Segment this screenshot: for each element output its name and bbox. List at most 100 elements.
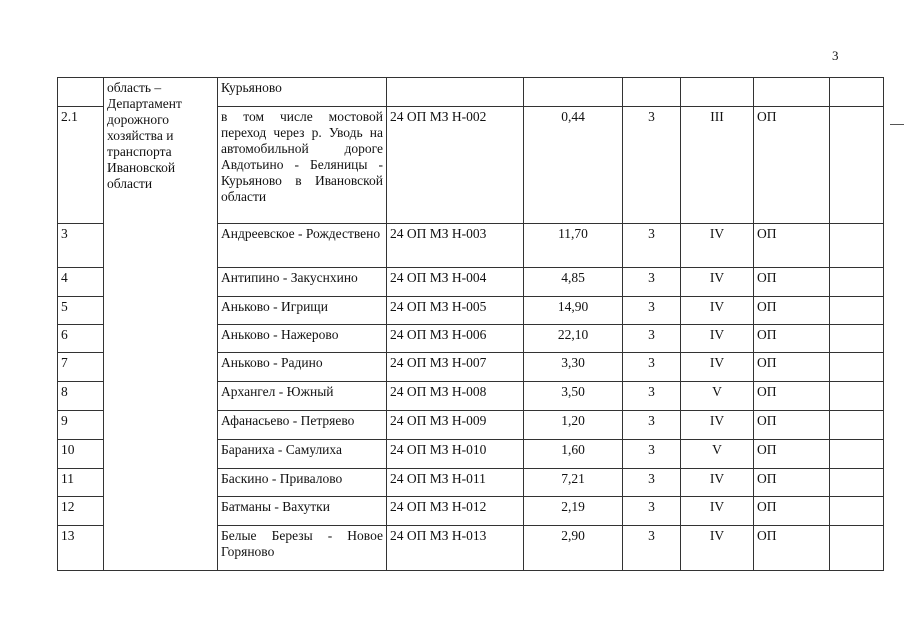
road-name: Курьяново [217,77,387,107]
row-number: 8 [57,381,104,411]
road-name: Аньково - Игрищи [217,296,387,325]
road-id: 24 ОП МЗ Н-011 [386,468,524,497]
road-id: 24 ОП МЗ Н-010 [386,439,524,469]
road-name: Антипино - Закуснхино [217,267,387,297]
empty-cell [829,410,884,440]
empty-cell [829,223,884,268]
row-number: 13 [57,525,104,571]
road-category: 3 [622,525,681,571]
road-category: 3 [622,106,681,224]
road-class: IV [680,468,754,497]
road-category: 3 [622,352,681,382]
table-row: область – Департамент дорожного хозяйств… [57,77,884,571]
page-number: 3 [832,48,839,63]
road-length: 14,90 [523,296,623,325]
road-id: 24 ОП МЗ Н-009 [386,410,524,440]
row-number: 12 [57,496,104,526]
table-row: 2.1 в том числе мостовой переход через р.… [57,106,884,224]
road-category: 3 [622,324,681,353]
road-class: V [680,439,754,469]
road-category: 3 [622,468,681,497]
road-length: 0,44 [523,106,623,224]
road-id: 24 ОП МЗ Н-003 [386,223,524,268]
empty-cell [829,296,884,325]
table-row: 4 Антипино - Закуснхино 24 ОП МЗ Н-004 4,85… [57,267,884,297]
row-number: 3 [57,223,104,268]
road-length: 1,20 [523,410,623,440]
empty-cell [829,381,884,411]
road-category: 3 [622,223,681,268]
road-length: 4,85 [523,267,623,297]
road-type: ОП [753,410,830,440]
road-name: Афанасьево - Петряево [217,410,387,440]
road-id: 24 ОП МЗ Н-005 [386,296,524,325]
road-type: ОП [753,439,830,469]
road-type: ОП [753,223,830,268]
road-name: Аньково - Радино [217,352,387,382]
road-name: в том числе мостовой переход через р. Ув… [217,106,387,224]
road-category: 3 [622,267,681,297]
road-class: III [680,106,754,224]
road-length: 22,10 [523,324,623,353]
table-row: 13 Белые Березы - Новое Горяново 24 ОП МЗ … [57,525,884,571]
road-id: 24 ОП МЗ Н-006 [386,324,524,353]
road-id: 24 ОП МЗ Н-013 [386,525,524,571]
road-type: ОП [753,106,830,224]
road-id: 24 ОП МЗ Н-012 [386,496,524,526]
row-number [57,77,104,107]
road-category: 3 [622,410,681,440]
road-class: IV [680,352,754,382]
road-category: 3 [622,296,681,325]
road-class: IV [680,410,754,440]
road-length: 11,70 [523,223,623,268]
road-class: V [680,381,754,411]
road-type: ОП [753,496,830,526]
road-name: Батманы - Вахутки [217,496,387,526]
road-length: 3,50 [523,381,623,411]
road-class: IV [680,296,754,325]
road-type: ОП [753,267,830,297]
row-number: 10 [57,439,104,469]
road-name: Баскино - Привалово [217,468,387,497]
row-number: 9 [57,410,104,440]
road-class: IV [680,324,754,353]
road-type: ОП [753,324,830,353]
road-class: IV [680,223,754,268]
road-class: IV [680,496,754,526]
road-length: 2,19 [523,496,623,526]
empty-cell [829,352,884,382]
row-number: 11 [57,468,104,497]
empty-cell [829,324,884,353]
road-name: Андреевское - Рождествено [217,223,387,268]
table-row: 10 Бараниха - Самулиха 24 ОП МЗ Н-010 1,60 3… [57,439,884,469]
road-category: 3 [622,439,681,469]
road-id: 24 ОП МЗ Н-004 [386,267,524,297]
row-number: 6 [57,324,104,353]
organization-cell: область – Департамент дорожного хозяйств… [103,77,218,571]
road-name: Бараниха - Самулиха [217,439,387,469]
road-class: IV [680,525,754,571]
road-type: ОП [753,296,830,325]
empty-cell [829,106,884,224]
road-name: Аньково - Нажерово [217,324,387,353]
scan-mark [890,124,904,125]
road-type: ОП [753,525,830,571]
row-number: 5 [57,296,104,325]
road-length: 2,90 [523,525,623,571]
road-type: ОП [753,352,830,382]
road-length: 7,21 [523,468,623,497]
table-row: 5 Аньково - Игрищи 24 ОП МЗ Н-005 14,90 3 IV О… [57,296,884,325]
road-name: Архангел - Южный [217,381,387,411]
empty-cell [829,267,884,297]
road-length: 1,60 [523,439,623,469]
empty-cell [829,439,884,469]
empty-cell [829,525,884,571]
road-class: IV [680,267,754,297]
table-row: 7 Аньково - Радино 24 ОП МЗ Н-007 3,30 3 IV ОП [57,352,884,382]
roads-table: область – Департамент дорожного хозяйств… [57,77,884,571]
table-row: 3 Андреевское - Рождествено 24 ОП МЗ Н-003… [57,223,884,268]
road-id: 24 ОП МЗ Н-008 [386,381,524,411]
row-number: 7 [57,352,104,382]
road-type: ОП [753,381,830,411]
road-id: 24 ОП МЗ Н-002 [386,106,524,224]
